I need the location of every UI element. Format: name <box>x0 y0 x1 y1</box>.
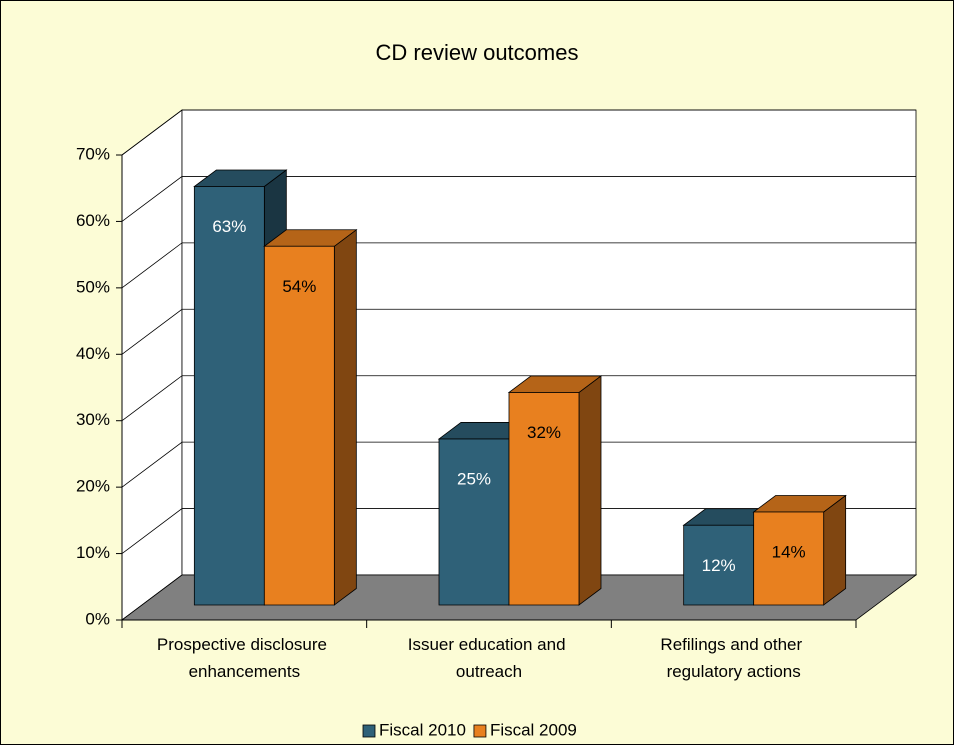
value-label: 25% <box>457 469 491 488</box>
value-label: 14% <box>772 542 806 561</box>
grid-line <box>121 176 916 222</box>
bar <box>508 392 580 606</box>
value-label: 12% <box>702 556 736 575</box>
y-tick-label: 60% <box>76 211 110 230</box>
x-tick-label: Prospective disclosure enhancements <box>157 635 332 681</box>
legend-label: Fiscal 2010 <box>379 720 466 739</box>
legend-swatch <box>473 724 487 738</box>
x-tick-label: Refilings and other regulatory actions <box>660 635 806 681</box>
chart-title: CD review outcomes <box>376 40 579 65</box>
x-tick-label: Issuer education and outreach <box>408 635 571 681</box>
y-tick-label: 50% <box>76 277 110 296</box>
grid-line <box>121 242 916 289</box>
legend-swatch <box>362 724 376 738</box>
grid-line <box>121 109 916 156</box>
bar <box>263 245 335 606</box>
bar <box>438 438 510 606</box>
bar-side <box>333 228 357 606</box>
grid-line <box>121 375 916 422</box>
bar <box>193 186 265 606</box>
value-label: 32% <box>527 423 561 442</box>
bar <box>753 511 825 606</box>
legend-label: Fiscal 2009 <box>490 720 577 739</box>
bar-side <box>823 494 847 606</box>
value-label: 63% <box>212 217 246 236</box>
grid-line <box>121 441 916 488</box>
y-tick-label: 70% <box>76 144 110 163</box>
left-wall <box>121 109 183 621</box>
value-label: 54% <box>282 277 316 296</box>
y-tick-label: 20% <box>76 477 110 496</box>
bar-side <box>578 375 602 606</box>
grid-line <box>121 308 916 355</box>
y-tick-label: 0% <box>85 609 110 628</box>
y-tick-label: 10% <box>76 543 110 562</box>
y-tick-label: 40% <box>76 344 110 363</box>
grid-line <box>121 508 916 554</box>
legend: Fiscal 2010 Fiscal 2009 <box>362 720 577 739</box>
y-tick-label: 30% <box>76 410 110 429</box>
